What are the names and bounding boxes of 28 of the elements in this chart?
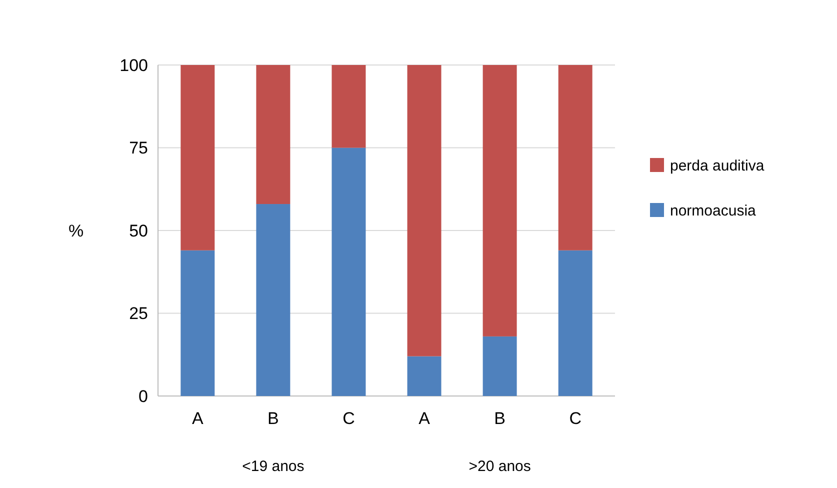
- legend-label: perda auditiva: [670, 157, 765, 174]
- bar: [558, 250, 592, 396]
- y-tick-label: 50: [129, 221, 148, 240]
- text: <19 anos: [242, 458, 304, 475]
- bar: [558, 65, 592, 250]
- y-tick-label: 0: [138, 386, 148, 406]
- x-tick-label: A: [192, 409, 204, 428]
- y-tick-label: 100: [120, 56, 148, 75]
- bar: [180, 250, 215, 396]
- x-tick-label: B: [494, 409, 506, 428]
- x-tick-label: B: [268, 409, 279, 428]
- x-tick-label: C: [342, 409, 355, 428]
- x-tick-label: C: [569, 409, 582, 428]
- legend-label: normoacusia: [670, 202, 757, 220]
- bar: [407, 356, 442, 396]
- bar: [180, 65, 215, 250]
- bar: [407, 65, 442, 356]
- bar: [332, 148, 366, 396]
- x-tick-label: A: [418, 409, 431, 428]
- y-axis-title: %: [68, 221, 84, 240]
- bar: [482, 336, 517, 396]
- bar: [256, 204, 290, 396]
- y-tick-label: 25: [129, 304, 148, 324]
- bar: [332, 65, 366, 148]
- y-tick-label: 75: [129, 138, 148, 158]
- bar: [256, 65, 290, 204]
- text: >20 anos: [468, 458, 531, 475]
- bar: [482, 65, 517, 336]
